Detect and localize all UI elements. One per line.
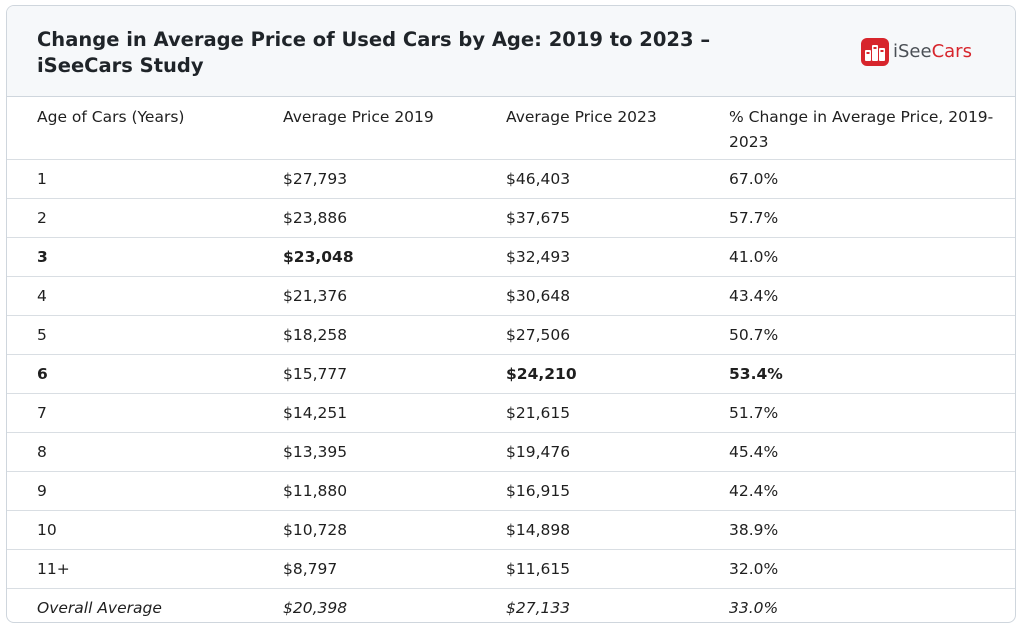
price-2023-cell: $30,648 [476,276,699,316]
price-2019-cell: $13,395 [253,432,476,472]
price-2023-cell: $21,615 [476,393,699,433]
age-cell: 6 [7,354,253,394]
price-2023-cell: $14,898 [476,510,699,550]
table-row: 3 $23,048 $32,493 41.0% [7,237,1015,277]
percent-change-cell: 67.0% [699,159,1015,199]
table-row: 2 $23,886 $37,675 57.7% [7,198,1015,238]
table-row: 6 $15,777 $24,210 53.4% [7,354,1015,394]
percent-change-cell: 41.0% [699,237,1015,277]
percent-change-cell: 32.0% [699,549,1015,589]
price-table: Age of Cars (Years) Average Price 2019 A… [7,97,1015,622]
age-cell: 1 [7,159,253,199]
table-header: Change in Average Price of Used Cars by … [7,6,1015,97]
table-row: 4 $21,376 $30,648 43.4% [7,276,1015,316]
age-cell: 7 [7,393,253,433]
price-2023-cell: $11,615 [476,549,699,589]
price-2023-cell: $16,915 [476,471,699,511]
price-2019-cell: $14,251 [253,393,476,433]
price-2019-cell: $23,048 [253,237,476,277]
price-2019-cell: $21,376 [253,276,476,316]
price-2023-cell: $24,210 [476,354,699,394]
percent-change-cell: 42.4% [699,471,1015,511]
percent-change-cell: 57.7% [699,198,1015,238]
percent-change-cell: 43.4% [699,276,1015,316]
age-cell: 5 [7,315,253,355]
table-row: 5 $18,258 $27,506 50.7% [7,315,1015,355]
logo-wordmark: iSeeCars [893,38,972,66]
percent-change-cell: 51.7% [699,393,1015,433]
price-2019-cell: $27,793 [253,159,476,199]
table-row: 8 $13,395 $19,476 45.4% [7,432,1015,472]
percent-change-cell: 50.7% [699,315,1015,355]
iseecars-logo: iSeeCars [861,37,972,67]
percent-change-cell: 53.4% [699,354,1015,394]
table-row: 9 $11,880 $16,915 42.4% [7,471,1015,511]
average-percent-change-cell: 33.0% [729,598,779,617]
table-title: Change in Average Price of Used Cars by … [37,28,711,77]
average-price-2023-cell: $27,133 [506,598,571,617]
average-price-2019-cell: $20,398 [283,598,348,617]
table-row: 7 $14,251 $21,615 51.7% [7,393,1015,433]
price-2023-cell: $37,675 [476,198,699,238]
average-age-cell: Overall Average [37,598,162,617]
column-header-price-2023: Average Price 2023 [476,97,699,160]
price-2023-cell: $32,493 [476,237,699,277]
price-2023-cell: $46,403 [476,159,699,199]
column-header-row: Age of Cars (Years) Average Price 2019 A… [7,97,1015,160]
price-2023-cell: $27,506 [476,315,699,355]
price-2019-cell: $10,728 [253,510,476,550]
column-header-age: Age of Cars (Years) [7,97,253,160]
percent-change-cell: 45.4% [699,432,1015,472]
column-header-price-2019: Average Price 2019 [253,97,476,160]
price-2019-cell: $15,777 [253,354,476,394]
column-header-percent-change: % Change in Average Price, 2019-2023 [699,97,1015,160]
price-2023-cell: $19,476 [476,432,699,472]
car-lot-logo-icon [861,38,889,66]
age-cell: 9 [7,471,253,511]
logo-prefix: iSee [893,41,932,62]
table-row: 11+ $8,797 $11,615 32.0% [7,549,1015,589]
table-row: 10 $10,728 $14,898 38.9% [7,510,1015,550]
age-cell: 2 [7,198,253,238]
overall-average-row: Overall Average $20,398 $27,133 33.0% [7,588,1015,622]
age-cell: 3 [7,237,253,277]
price-2019-cell: $11,880 [253,471,476,511]
price-2019-cell: $18,258 [253,315,476,355]
age-cell: 8 [7,432,253,472]
percent-change-cell: 38.9% [699,510,1015,550]
age-cell: 10 [7,510,253,550]
age-cell: 4 [7,276,253,316]
age-cell: 11+ [7,549,253,589]
table-body: 1 $27,793 $46,403 67.0% 2 $23,886 $37,675 57.7%… [7,159,1015,622]
price-2019-cell: $23,886 [253,198,476,238]
price-2019-cell: $8,797 [253,549,476,589]
data-table-card: Change in Average Price of Used Cars by … [6,5,1016,623]
table-row: 1 $27,793 $46,403 67.0% [7,159,1015,199]
logo-suffix: Cars [931,41,972,62]
